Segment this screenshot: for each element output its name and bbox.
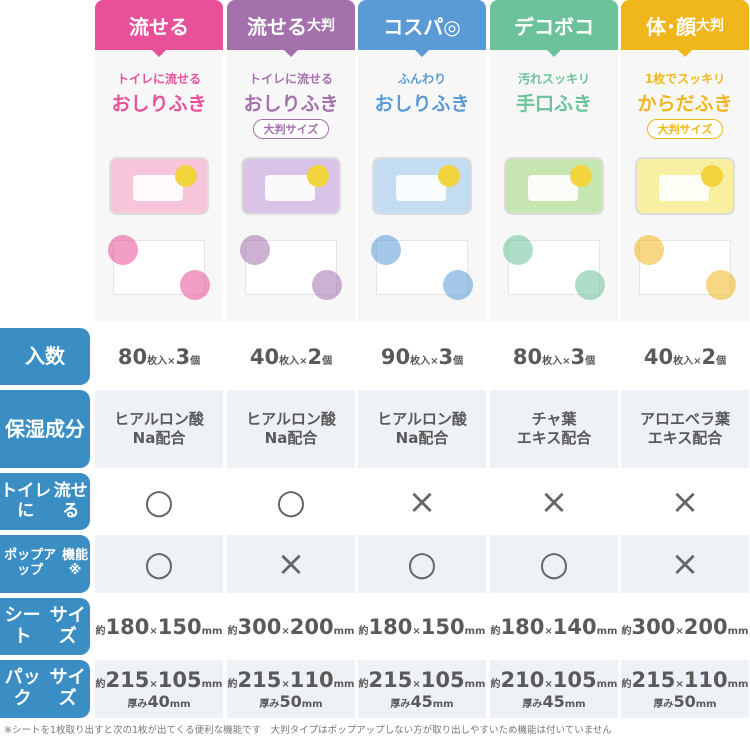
pack-size-cell: 約215×105mm 厚み45mm bbox=[358, 660, 486, 718]
product-subtitle: トイレに流せる bbox=[248, 72, 333, 86]
row-label-popup: ポップアップ 機能※ bbox=[0, 535, 90, 593]
pack-size-cell: 約210×105mm 厚み45mm bbox=[490, 660, 618, 718]
product-column: 流せる トイレに流せる おしりふき bbox=[95, 0, 223, 322]
row-label-line: シート bbox=[4, 604, 41, 647]
flushable-cell: × bbox=[358, 473, 486, 530]
product-tab: デコボコ bbox=[490, 0, 618, 57]
circle-icon: ○ bbox=[276, 481, 306, 522]
pack-size-cell: 約215×105mm 厚み40mm bbox=[95, 660, 223, 718]
tab-label: 流せる bbox=[129, 14, 189, 39]
product-column: コスパ◎ ふんわり おしりふき bbox=[358, 0, 486, 322]
product-tab: 体･顔 大判 bbox=[621, 0, 749, 57]
sheet-image bbox=[371, 235, 473, 300]
moisture-cell: ヒアルロン酸 Na配合 bbox=[227, 390, 355, 468]
sheet-size-cell: 約300×200mm bbox=[227, 614, 355, 639]
popup-cell: ○ bbox=[95, 535, 223, 593]
row-label-line: 成分 bbox=[45, 416, 85, 441]
circle-icon: ○ bbox=[144, 544, 174, 584]
popup-cell: ○ bbox=[358, 535, 486, 593]
product-subtitle: トイレに流せる bbox=[116, 72, 201, 86]
footnote: ※シートを1枚取り出すと次の1枚が出てくる便利な機能です 大判タイプはポップアッ… bbox=[4, 725, 612, 736]
product-name: おしりふき bbox=[111, 93, 207, 115]
sheet-image bbox=[634, 235, 736, 300]
package-image bbox=[109, 157, 209, 215]
product-tab: 流せる bbox=[95, 0, 223, 57]
cross-icon: × bbox=[276, 544, 306, 584]
sheet-size-cell: 約180×150mm bbox=[358, 614, 486, 639]
row-label-line: サイズ bbox=[49, 667, 86, 709]
row-label-line: トイレに bbox=[0, 480, 52, 521]
sheet-size-cell: 約180×140mm bbox=[490, 614, 618, 639]
product-subtitle: 1枚でスッキリ bbox=[644, 72, 726, 86]
popup-cell: × bbox=[621, 535, 749, 593]
package-image bbox=[372, 157, 472, 215]
moisture-cell: アロエベラ葉 エキス配合 bbox=[621, 390, 749, 468]
cross-icon: × bbox=[670, 481, 700, 522]
moisture-cell: チャ葉 エキス配合 bbox=[490, 390, 618, 468]
sheet-image bbox=[240, 235, 342, 300]
circle-icon: ○ bbox=[539, 544, 569, 584]
tab-small-label: 大判 bbox=[307, 18, 335, 34]
circle-icon: ○ bbox=[407, 544, 437, 584]
pack-size-cell: 約215×110mm 厚み50mm bbox=[227, 660, 355, 718]
product-tab: コスパ◎ bbox=[358, 0, 486, 57]
product-column: 流せる 大判 トイレに流せる おしりふき 大判サイズ bbox=[227, 0, 355, 322]
tab-label: 流せる bbox=[247, 14, 307, 39]
tab-label: コスパ◎ bbox=[383, 14, 461, 39]
product-name: おしりふき bbox=[243, 93, 339, 115]
size-badge: 大判サイズ bbox=[252, 119, 330, 139]
package-image bbox=[504, 157, 604, 215]
flushable-cell: ○ bbox=[227, 473, 355, 530]
row-label-line: 機能※ bbox=[62, 548, 89, 578]
row-label-line: 保湿 bbox=[5, 416, 45, 441]
row-label-line: パック bbox=[4, 667, 41, 709]
cross-icon: × bbox=[670, 544, 700, 584]
popup-cell: × bbox=[227, 535, 355, 593]
row-label-flush: トイレに 流せる bbox=[0, 473, 90, 530]
row-label-line: 流せる bbox=[53, 480, 88, 521]
product-name: おしりふき bbox=[374, 93, 470, 115]
product-subtitle: ふんわり bbox=[397, 72, 446, 86]
flushable-cell: × bbox=[621, 473, 749, 530]
count-cell: 80枚入×3個 bbox=[117, 344, 201, 369]
tab-label: 体･顔 bbox=[646, 14, 696, 39]
sheet-size-cell: 約180×150mm bbox=[95, 614, 223, 639]
row-label-pack: パック サイズ bbox=[0, 660, 90, 718]
product-column: デコボコ 汚れスッキリ 手口ふき bbox=[490, 0, 618, 322]
row-label-text: 入数 bbox=[25, 344, 65, 368]
row-label-sheet: シート サイズ bbox=[0, 598, 90, 655]
sheet-image bbox=[108, 235, 210, 300]
product-name: 手口ふき bbox=[515, 93, 592, 115]
moisture-cell: ヒアルロン酸 Na配合 bbox=[358, 390, 486, 468]
tab-small-label: 大判 bbox=[696, 18, 724, 34]
popup-cell: ○ bbox=[490, 535, 618, 593]
row-label-line: ポップアップ bbox=[4, 548, 57, 578]
count-cell: 40枚入×2個 bbox=[643, 344, 727, 369]
size-badge: 大判サイズ bbox=[646, 119, 724, 139]
product-tab: 流せる 大判 bbox=[227, 0, 355, 57]
tab-label: デコボコ bbox=[514, 14, 594, 39]
row-label-count: 入数 bbox=[0, 328, 90, 385]
flushable-cell: × bbox=[490, 473, 618, 530]
pack-size-cell: 約215×110mm 厚み50mm bbox=[621, 660, 749, 718]
sheet-image bbox=[503, 235, 605, 300]
flushable-cell: ○ bbox=[95, 473, 223, 530]
cross-icon: × bbox=[407, 481, 437, 522]
row-label-line: サイズ bbox=[49, 604, 86, 647]
row-label-moist: 保湿 成分 bbox=[0, 390, 90, 468]
count-cell: 80枚入×3個 bbox=[512, 344, 596, 369]
sheet-size-cell: 約300×200mm bbox=[621, 614, 749, 639]
count-cell: 40枚入×2個 bbox=[249, 344, 333, 369]
package-image bbox=[635, 157, 735, 215]
package-image bbox=[241, 157, 341, 215]
cross-icon: × bbox=[539, 481, 569, 522]
product-subtitle: 汚れスッキリ bbox=[517, 72, 590, 86]
product-name: からだふき bbox=[637, 93, 733, 115]
product-column: 体･顔 大判 1枚でスッキリ からだふき 大判サイズ bbox=[621, 0, 749, 322]
count-cell: 90枚入×3個 bbox=[380, 344, 464, 369]
circle-icon: ○ bbox=[144, 481, 174, 522]
moisture-cell: ヒアルロン酸 Na配合 bbox=[95, 390, 223, 468]
